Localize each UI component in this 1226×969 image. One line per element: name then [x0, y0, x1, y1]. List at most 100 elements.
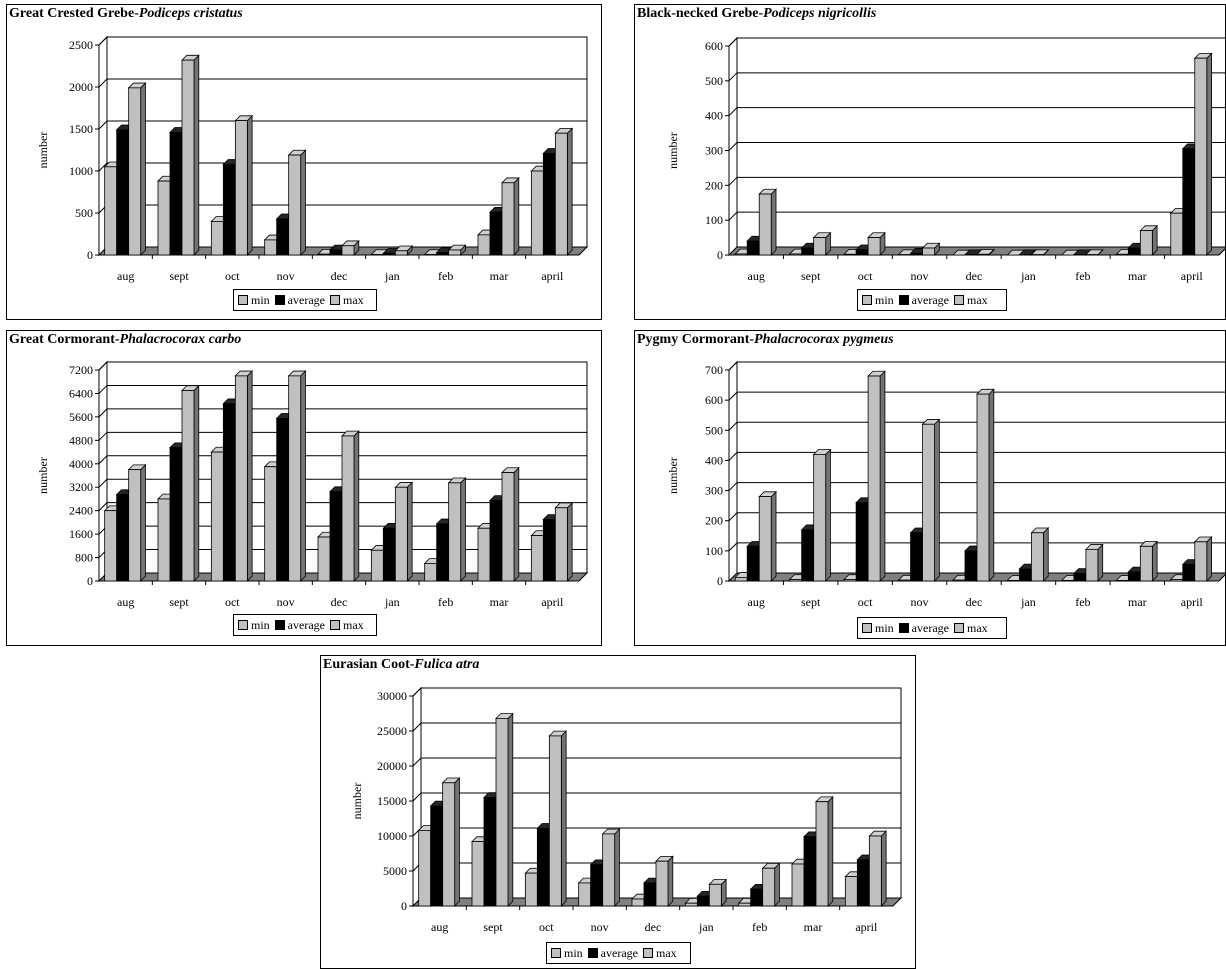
- bar-max-aug: [441, 777, 461, 907]
- bar-max-jan: [394, 481, 414, 582]
- gridline: [98, 162, 587, 172]
- legend-label-max: max: [342, 617, 364, 632]
- bar-max-sept: [812, 231, 832, 256]
- y-tick-label: 100: [705, 213, 723, 227]
- gridline: [728, 421, 1225, 431]
- y-tick-label: 2500: [69, 38, 93, 52]
- bar-average-jan: [1018, 248, 1038, 256]
- y-tick-label: 700: [705, 363, 723, 377]
- x-tick-label: aug: [117, 269, 134, 283]
- bar-max-aug: [127, 463, 147, 582]
- x-tick-label: feb: [438, 269, 453, 283]
- bar-max-mar: [501, 176, 520, 256]
- bar-max-feb: [447, 477, 467, 582]
- x-tick-label: sept: [169, 595, 189, 609]
- chart-legend: min average max: [546, 942, 691, 964]
- legend-item-average: average: [898, 621, 949, 636]
- bar-max-sept: [812, 448, 832, 582]
- bar-max-dec: [341, 430, 360, 582]
- bar-max-jan: [394, 245, 414, 256]
- y-tick-label: 100: [705, 544, 723, 558]
- bar-max-feb: [447, 244, 467, 256]
- legend-swatch-min: [238, 620, 248, 630]
- legend-label-min: min: [251, 617, 270, 632]
- y-tick-label: 400: [705, 109, 723, 123]
- x-tick-label: jan: [384, 595, 400, 609]
- y-tick-label: 2000: [69, 80, 93, 94]
- legend-swatch-max: [329, 620, 340, 630]
- x-tick-label: mar: [804, 920, 823, 934]
- bar-max-nov: [601, 828, 621, 907]
- y-tick-label: 400: [705, 453, 723, 467]
- bar-max-feb: [1084, 248, 1104, 256]
- legend-swatch-average: [898, 295, 909, 305]
- chart-title-latin-name: Podiceps nigricollis: [763, 6, 877, 21]
- chart-title: Pygmy Cormorant-Phalacrocorax pygmeus: [637, 332, 894, 348]
- x-tick-label: oct: [225, 595, 240, 609]
- y-tick-label: 200: [705, 178, 723, 192]
- bar-max-jan: [1030, 527, 1050, 582]
- x-tick-label: mar: [1128, 595, 1147, 609]
- y-tick-label: 0: [401, 899, 407, 913]
- x-tick-label: april: [855, 920, 878, 934]
- legend-item-min: min: [238, 293, 270, 308]
- legend-item-min: min: [238, 618, 270, 633]
- chart-title-common-name: Great Cormorant-: [9, 332, 120, 347]
- chart-title: Great Cormorant-Phalacrocorax carbo: [9, 332, 241, 348]
- x-tick-label: mar: [490, 595, 509, 609]
- gridline: [98, 502, 587, 512]
- bar-max-oct: [234, 114, 254, 256]
- gridline: [98, 361, 587, 371]
- x-tick-label: april: [541, 595, 564, 609]
- y-tick-label: 200: [705, 514, 723, 528]
- y-tick-label: 0: [87, 574, 93, 588]
- y-tick-label: 3200: [69, 480, 93, 494]
- y-tick-label: 6400: [69, 386, 93, 400]
- bar-max-aug: [758, 188, 777, 256]
- x-tick-label: sept: [801, 595, 821, 609]
- chart-svg: 0 100 200 300 400 500 600 aug sept oct nov dec jan fe…: [666, 36, 1225, 283]
- gridline: [728, 107, 1225, 117]
- gridline: [728, 211, 1225, 221]
- bar-max-nov: [287, 370, 307, 582]
- legend-label-average: average: [287, 292, 325, 307]
- y-tick-label: 0: [717, 248, 723, 262]
- bar-max-april: [554, 501, 574, 582]
- legend-item-min: min: [862, 621, 894, 636]
- gridline: [728, 72, 1225, 82]
- x-tick-label: mar: [1128, 269, 1147, 283]
- bar-max-april: [554, 127, 574, 256]
- x-tick-label: sept: [169, 269, 189, 283]
- y-tick-label: 10000: [377, 829, 407, 843]
- chart-svg: 0 5000 10000 15000 20000 25000 30000 aug sept oct…: [350, 686, 903, 934]
- legend-swatch-min: [862, 295, 872, 305]
- chart-panel-pygmy-cormorant: Pygmy Cormorant-Phalacrocorax pygmeus 0 10…: [634, 330, 1226, 646]
- bar-max-dec: [341, 239, 360, 256]
- bar-max-sept: [181, 384, 200, 582]
- y-tick-label: 0: [717, 574, 723, 588]
- y-tick-label: 5600: [69, 410, 93, 424]
- legend-swatch-average: [274, 620, 285, 630]
- y-tick-label: 5000: [383, 864, 407, 878]
- y-axis-label: number: [350, 783, 364, 820]
- chart-svg: 0 100 200 300 400 500 600 700 aug sept oct nov dec ja…: [666, 360, 1225, 609]
- legend-item-average: average: [587, 946, 638, 961]
- x-tick-label: nov: [277, 595, 295, 609]
- bar-max-aug: [758, 490, 777, 582]
- y-tick-label: 0: [87, 248, 93, 262]
- y-tick-label: 600: [705, 393, 723, 407]
- bar-max-dec: [655, 855, 674, 907]
- x-tick-label: oct: [858, 269, 873, 283]
- y-axis-label: number: [36, 132, 50, 169]
- chart-panel-eurasian-coot: Eurasian Coot-Fulica atra 0 5000 10000 15000…: [320, 655, 916, 969]
- x-tick-label: nov: [591, 920, 609, 934]
- x-tick-label: april: [541, 269, 564, 283]
- legend-swatch-min: [551, 948, 561, 958]
- legend-label-min: min: [875, 620, 894, 635]
- legend-item-average: average: [898, 293, 949, 308]
- bar-max-mar: [1139, 540, 1159, 582]
- x-tick-label: dec: [331, 595, 348, 609]
- gridline: [728, 361, 1225, 371]
- gridline: [728, 142, 1225, 151]
- gridline: [728, 451, 1225, 461]
